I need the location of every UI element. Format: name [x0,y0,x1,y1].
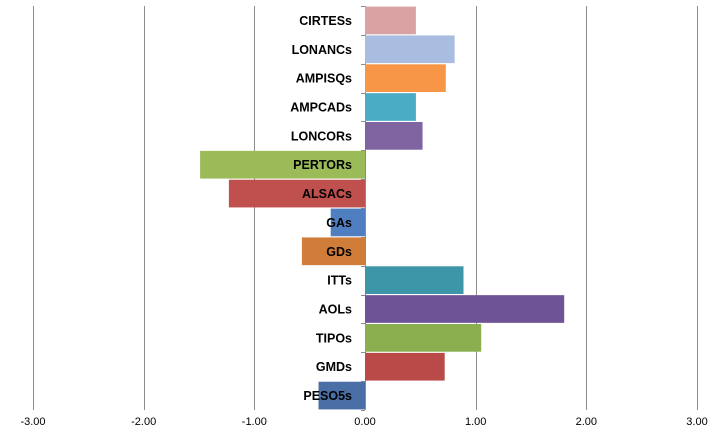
category-label-LONCORs: LONCORs [291,129,352,143]
category-label-LONANCs: LONANCs [292,43,352,57]
x-tick-label: 2.00 [576,416,597,428]
category-labels: PESO5s GMDs TIPOs AOLs ITTs GDs GAs ALSACs PERTO… [290,14,352,403]
x-tick-label: 3.00 [686,416,707,428]
bar-PESO5s [318,381,365,410]
x-tick-label: 0.00 [354,416,375,428]
bar-AMPISQs [365,64,446,92]
x-tick-label: 1.00 [465,416,486,428]
category-label-AMPCADs: AMPCADs [290,101,352,115]
x-axis-tick-labels: -3.00 -2.00 -1.00 0.00 1.00 2.00 3.00 [20,416,707,428]
bars [200,6,565,410]
x-tick-label: -2.00 [131,416,156,428]
category-label-PESO5s: PESO5s [303,389,352,403]
category-label-GAs: GAs [326,216,352,230]
bar-AMPCADs [365,93,416,121]
category-label-AMPISQs: AMPISQs [296,72,352,86]
category-label-ITTs: ITTs [327,274,352,288]
category-label-AOLs: AOLs [319,303,352,317]
bar-TIPOs [365,324,482,352]
bar-PERTORs [200,150,365,179]
x-tick-label: -1.00 [242,416,267,428]
bar-ITTs [365,266,464,294]
bar-AOLs [365,295,565,323]
bar-GMDs [365,352,445,381]
bar-GDs [301,237,365,266]
x-tick-label: -3.00 [20,416,45,428]
category-label-CIRTESs: CIRTESs [299,14,352,28]
category-label-PERTORs: PERTORs [293,158,352,172]
category-label-GDs: GDs [326,245,352,259]
bar-LONANCs [365,35,455,64]
bar-ALSACs [228,179,365,208]
category-label-ALSACs: ALSACs [302,187,352,201]
category-label-GMDs: GMDs [316,360,352,374]
bar-CIRTESs [365,6,416,35]
bar-GAs [330,208,365,237]
category-label-TIPOs: TIPOs [316,331,352,345]
bar-LONCORs [365,122,423,150]
